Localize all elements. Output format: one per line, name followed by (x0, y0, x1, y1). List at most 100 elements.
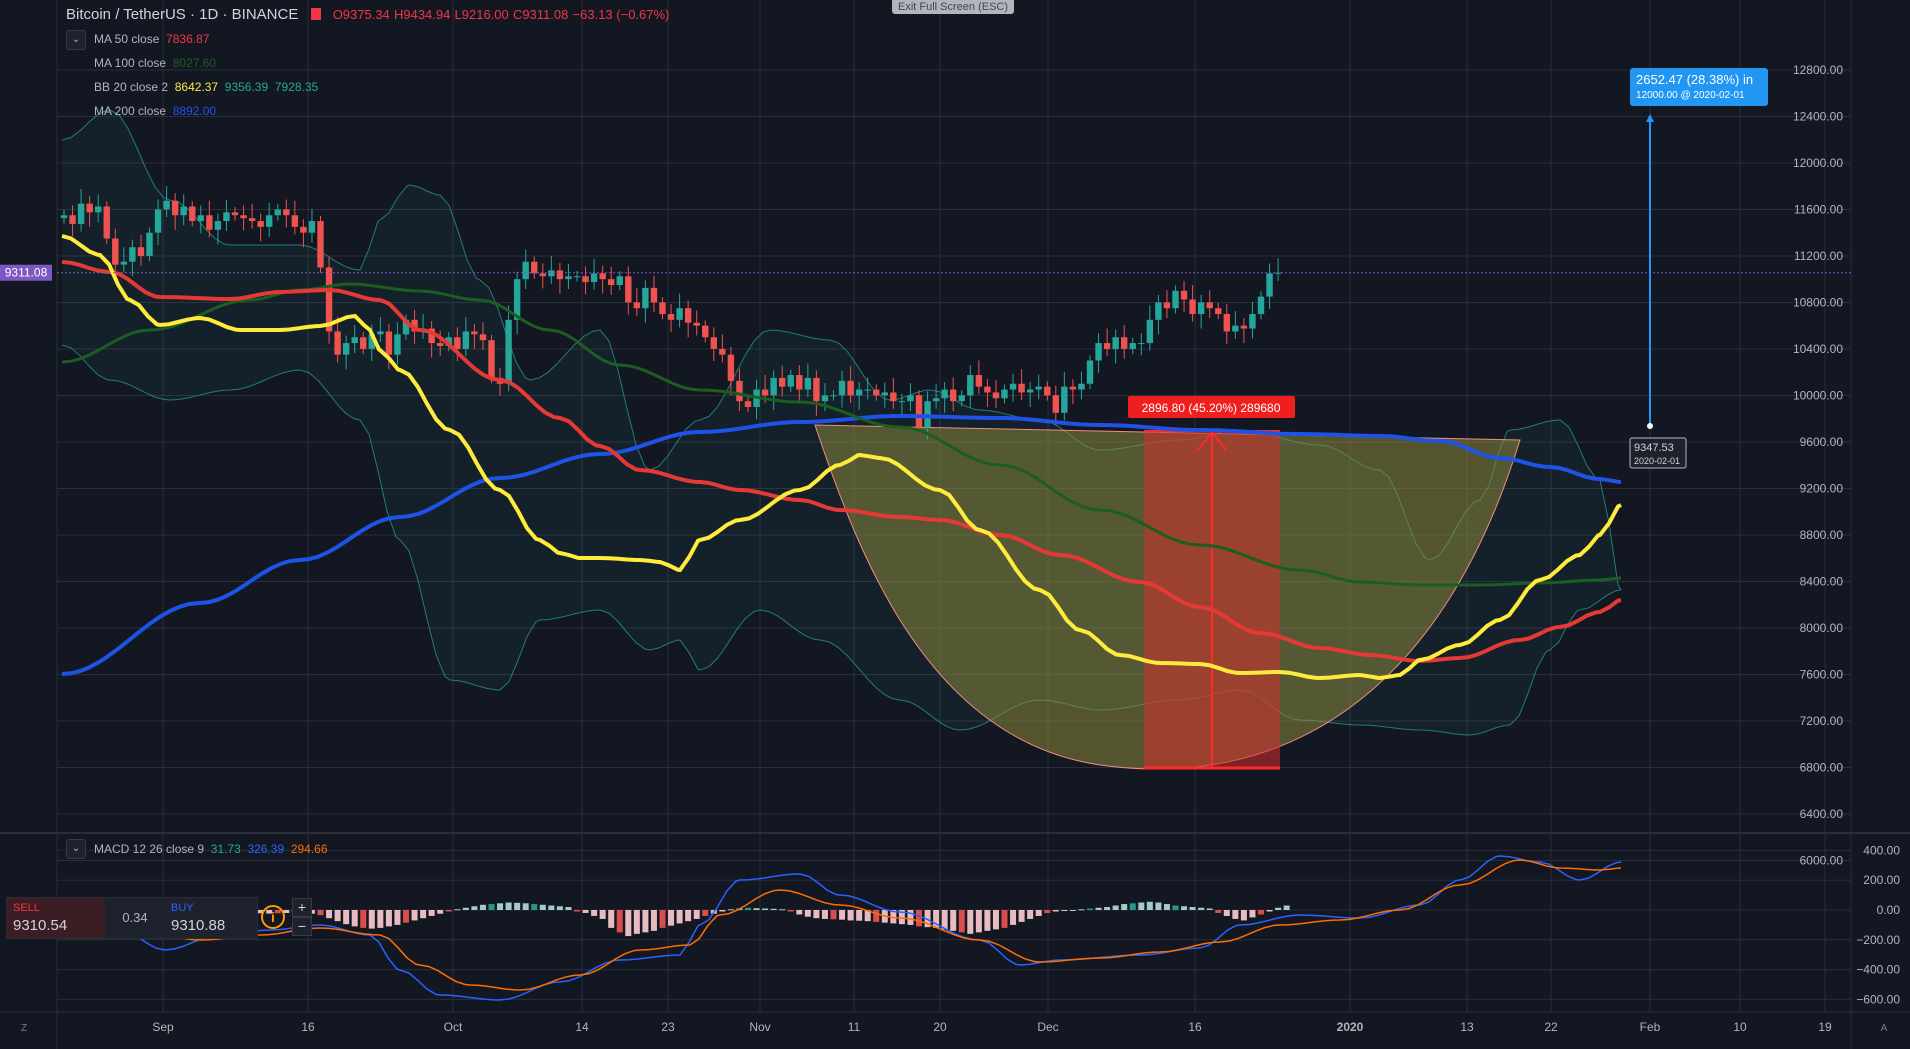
candle-body (548, 270, 555, 277)
legend-bb[interactable]: BB 20 close 2 8642.37 9356.39 7928.35 (94, 80, 318, 94)
macd-bar (1155, 902, 1162, 910)
candle-body (1095, 343, 1102, 361)
candle-body (60, 215, 68, 219)
candle (932, 383, 940, 409)
legend-ma200[interactable]: MA 200 close 8892.00 (94, 104, 216, 118)
candle (1180, 280, 1188, 312)
macd-bar (479, 904, 486, 910)
macd-bar (351, 910, 358, 927)
candle-body (1086, 360, 1094, 384)
price-tick-label: 12000.00 (1793, 156, 1843, 170)
candle (317, 215, 324, 273)
minus-button[interactable]: − (292, 917, 312, 936)
candle (881, 382, 888, 408)
candle-body (573, 276, 581, 278)
legend-macd[interactable]: MACD 12 26 close 9 31.73 326.39 294.66 (94, 842, 328, 856)
macd-bar (334, 910, 341, 922)
candle-body (325, 267, 333, 332)
candle (223, 200, 230, 231)
candle-body (608, 279, 615, 285)
ma50-line (61, 260, 1622, 664)
candle (180, 194, 187, 226)
macd-bar (779, 909, 786, 911)
candle-body (1129, 343, 1136, 349)
candle (847, 366, 854, 403)
candle-body (744, 401, 752, 407)
candle-body (796, 375, 803, 390)
candle (334, 316, 341, 363)
macd-histogram (61, 901, 1290, 937)
macd-bar (685, 910, 692, 922)
macd-bar (283, 910, 290, 913)
candle-body (659, 302, 666, 315)
candle (1232, 311, 1239, 340)
grid-lines (57, 0, 1851, 1012)
candle (650, 275, 658, 313)
candle (633, 287, 641, 316)
symbol-name[interactable]: Bitcoin / TetherUS (66, 6, 186, 23)
sell-button[interactable]: SELL 9310.54 (7, 898, 105, 938)
candle-body (992, 392, 1000, 399)
ohlc-open: O9375.34 (332, 7, 390, 22)
legend-name: MA 200 close (94, 104, 167, 118)
interval-label[interactable]: 1D (199, 6, 219, 23)
candle (539, 263, 546, 289)
candle (214, 213, 222, 245)
candle-body (907, 395, 914, 402)
macd-bar (890, 910, 897, 924)
candle (137, 235, 145, 266)
candle-body (197, 215, 204, 222)
candle-body (984, 386, 991, 393)
candle-body (975, 375, 983, 387)
candle (727, 347, 735, 396)
macd-bar (1206, 908, 1213, 910)
flag-icon[interactable] (310, 8, 321, 20)
candle-body (625, 276, 632, 303)
candle (248, 203, 256, 229)
candle (599, 265, 606, 294)
candle (1018, 369, 1025, 401)
candle (1249, 301, 1256, 339)
macd-bar (975, 910, 982, 933)
legend-value: 8642.37 (174, 80, 219, 94)
legend-value: 7836.87 (166, 32, 210, 46)
macd-tick-label: 400.00 (1863, 843, 1900, 857)
buy-button[interactable]: BUY 9310.88 (165, 898, 260, 938)
candle-body (488, 340, 495, 378)
candle (975, 360, 983, 395)
candle (642, 280, 649, 323)
macd-bar (668, 910, 675, 926)
collapse-macd-icon[interactable]: ⌄ (66, 839, 86, 859)
macd-bar (548, 905, 555, 910)
candle-body (257, 221, 264, 227)
macd-bar (488, 904, 495, 910)
price-tick-label: 6000.00 (1800, 854, 1844, 868)
collapse-indicators-icon[interactable]: ⌄ (66, 30, 86, 50)
candle (667, 304, 675, 333)
candle (625, 266, 632, 315)
legend-ma100[interactable]: MA 100 close 8027.60 (94, 56, 216, 70)
candle-body (582, 276, 589, 283)
candle (1061, 372, 1068, 421)
candle (590, 258, 598, 290)
price-tick-label: 6400.00 (1800, 807, 1844, 821)
time-tick-label: Oct (444, 1020, 463, 1034)
time-tick-label: Nov (749, 1020, 770, 1034)
legend-value: 326.39 (247, 842, 285, 856)
price-tick-label: 8800.00 (1800, 528, 1844, 542)
macd-bar (1146, 901, 1153, 910)
candle (163, 186, 170, 217)
price-tick-label: 9200.00 (1800, 482, 1844, 496)
plus-button[interactable]: + (292, 898, 312, 917)
candle-body (505, 319, 512, 384)
macd-bar (360, 910, 367, 928)
macd-tick-label: 0.00 (1877, 903, 1901, 917)
legend-ma50[interactable]: MA 50 close 7836.87 (94, 32, 209, 46)
candle (855, 381, 863, 410)
info-button[interactable]: i (256, 900, 290, 934)
candle-body (411, 319, 418, 332)
exit-full-screen-button[interactable]: Exit Full Screen (ESC) (892, 0, 1015, 14)
symbol-header: Bitcoin / TetherUS · 1D · BINANCE O9375.… (66, 6, 670, 23)
macd-bar (1035, 910, 1042, 916)
